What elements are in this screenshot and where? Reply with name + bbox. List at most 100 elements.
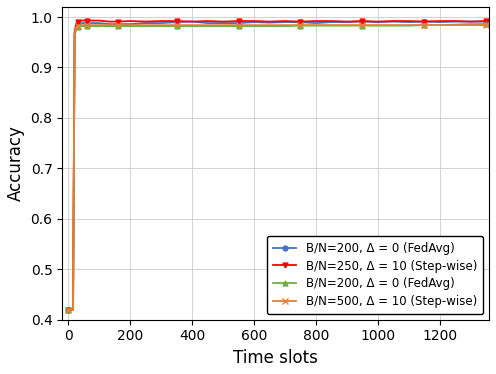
B/N=500, Δ = 10 (Step-wise) [220,23,226,27]
B/N=250, Δ = 10 (Step-wise) [78,18,84,23]
B/N=200, Δ = 0 (FedAvg) [421,19,427,24]
B/N=250, Δ = 10 (Step-wise) [158,19,164,23]
B/N=200, Δ = 0 (FedAvg) [483,19,489,24]
B/N=200, Δ = 0 (FedAvg) [266,20,272,25]
B/N=200, Δ = 0 (FedAvg) [76,21,82,26]
B/N=200, Δ = 0 (FedAvg) [375,20,381,24]
B/N=250, Δ = 10 (Step-wise) [81,18,87,23]
B/N=200, Δ = 0 (FedAvg) [70,307,76,312]
B/N=250, Δ = 10 (Step-wise) [468,19,474,24]
B/N=500, Δ = 10 (Step-wise) [81,23,87,27]
B/N=200, Δ = 0 (FedAvg) [205,24,211,28]
B/N=200, Δ = 0 (FedAvg) [75,25,81,30]
B/N=500, Δ = 10 (Step-wise) [251,23,257,27]
B/N=250, Δ = 10 (Step-wise) [220,19,226,24]
B/N=200, Δ = 0 (FedAvg) [436,23,442,27]
B/N=500, Δ = 10 (Step-wise) [266,23,272,27]
B/N=250, Δ = 10 (Step-wise) [127,19,133,23]
B/N=250, Δ = 10 (Step-wise) [390,19,396,23]
B/N=250, Δ = 10 (Step-wise) [84,18,90,23]
Line: B/N=500, Δ = 10 (Step-wise): B/N=500, Δ = 10 (Step-wise) [65,22,489,312]
B/N=500, Δ = 10 (Step-wise) [90,23,96,27]
Line: B/N=200, Δ = 0 (FedAvg): B/N=200, Δ = 0 (FedAvg) [66,22,489,312]
B/N=250, Δ = 10 (Step-wise) [359,19,365,23]
B/N=250, Δ = 10 (Step-wise) [266,19,272,24]
B/N=250, Δ = 10 (Step-wise) [344,19,350,24]
B/N=200, Δ = 0 (FedAvg) [220,24,226,28]
B/N=500, Δ = 10 (Step-wise) [282,23,288,27]
B/N=200, Δ = 0 (FedAvg) [421,23,427,27]
B/N=200, Δ = 0 (FedAvg) [251,20,257,24]
B/N=200, Δ = 0 (FedAvg) [189,24,195,28]
B/N=250, Δ = 10 (Step-wise) [452,19,458,23]
B/N=200, Δ = 0 (FedAvg) [236,21,242,25]
Legend: B/N=200, Δ = 0 (FedAvg), B/N=250, Δ = 10 (Step-wise), B/N=200, Δ = 0 (FedAvg), B: B/N=200, Δ = 0 (FedAvg), B/N=250, Δ = 10… [267,236,483,314]
B/N=200, Δ = 0 (FedAvg) [174,20,180,24]
B/N=200, Δ = 0 (FedAvg) [158,21,164,25]
B/N=200, Δ = 0 (FedAvg) [483,22,489,26]
B/N=500, Δ = 10 (Step-wise) [96,23,102,27]
B/N=200, Δ = 0 (FedAvg) [298,23,304,28]
B/N=250, Δ = 10 (Step-wise) [115,19,121,24]
B/N=200, Δ = 0 (FedAvg) [143,24,149,28]
B/N=500, Δ = 10 (Step-wise) [76,23,82,27]
B/N=200, Δ = 0 (FedAvg) [328,23,334,28]
B/N=500, Δ = 10 (Step-wise) [71,33,77,38]
B/N=500, Δ = 10 (Step-wise) [115,23,121,27]
B/N=200, Δ = 0 (FedAvg) [143,21,149,25]
B/N=200, Δ = 0 (FedAvg) [84,24,90,28]
B/N=200, Δ = 0 (FedAvg) [75,22,81,26]
B/N=200, Δ = 0 (FedAvg) [115,24,121,28]
B/N=500, Δ = 10 (Step-wise) [375,23,381,27]
B/N=250, Δ = 10 (Step-wise) [298,19,304,24]
B/N=200, Δ = 0 (FedAvg) [174,24,180,28]
B/N=200, Δ = 0 (FedAvg) [81,24,87,28]
B/N=250, Δ = 10 (Step-wise) [375,19,381,24]
B/N=200, Δ = 0 (FedAvg) [90,21,96,25]
B/N=500, Δ = 10 (Step-wise) [65,307,71,312]
B/N=200, Δ = 0 (FedAvg) [71,35,77,40]
B/N=250, Δ = 10 (Step-wise) [282,19,288,23]
B/N=200, Δ = 0 (FedAvg) [328,20,334,24]
B/N=200, Δ = 0 (FedAvg) [70,307,76,312]
B/N=200, Δ = 0 (FedAvg) [78,21,84,25]
B/N=500, Δ = 10 (Step-wise) [174,23,180,27]
B/N=500, Δ = 10 (Step-wise) [73,25,79,30]
B/N=250, Δ = 10 (Step-wise) [65,307,71,312]
B/N=200, Δ = 0 (FedAvg) [390,23,396,28]
B/N=500, Δ = 10 (Step-wise) [78,23,84,27]
B/N=200, Δ = 0 (FedAvg) [452,19,458,24]
B/N=250, Δ = 10 (Step-wise) [90,18,96,23]
B/N=200, Δ = 0 (FedAvg) [251,24,257,28]
B/N=200, Δ = 0 (FedAvg) [158,24,164,28]
B/N=200, Δ = 0 (FedAvg) [127,24,133,28]
B/N=500, Δ = 10 (Step-wise) [143,23,149,27]
B/N=250, Δ = 10 (Step-wise) [70,307,76,312]
B/N=200, Δ = 0 (FedAvg) [84,21,90,25]
B/N=200, Δ = 0 (FedAvg) [298,20,304,24]
Y-axis label: Accuracy: Accuracy [7,125,25,201]
B/N=500, Δ = 10 (Step-wise) [436,23,442,27]
B/N=200, Δ = 0 (FedAvg) [313,21,319,25]
B/N=250, Δ = 10 (Step-wise) [75,20,81,24]
B/N=250, Δ = 10 (Step-wise) [483,19,489,23]
B/N=200, Δ = 0 (FedAvg) [73,24,79,28]
B/N=200, Δ = 0 (FedAvg) [106,22,112,26]
B/N=200, Δ = 0 (FedAvg) [406,23,412,28]
B/N=200, Δ = 0 (FedAvg) [73,27,79,31]
B/N=500, Δ = 10 (Step-wise) [452,23,458,27]
B/N=200, Δ = 0 (FedAvg) [468,19,474,24]
X-axis label: Time slots: Time slots [233,349,318,367]
B/N=200, Δ = 0 (FedAvg) [205,21,211,25]
B/N=500, Δ = 10 (Step-wise) [483,23,489,27]
B/N=250, Δ = 10 (Step-wise) [251,19,257,23]
B/N=500, Δ = 10 (Step-wise) [75,23,81,28]
B/N=250, Δ = 10 (Step-wise) [174,19,180,23]
B/N=500, Δ = 10 (Step-wise) [344,23,350,27]
B/N=500, Δ = 10 (Step-wise) [205,23,211,27]
B/N=500, Δ = 10 (Step-wise) [406,23,412,27]
B/N=200, Δ = 0 (FedAvg) [390,19,396,24]
B/N=500, Δ = 10 (Step-wise) [70,307,76,312]
Line: B/N=250, Δ = 10 (Step-wise): B/N=250, Δ = 10 (Step-wise) [66,18,489,312]
B/N=200, Δ = 0 (FedAvg) [78,24,84,28]
